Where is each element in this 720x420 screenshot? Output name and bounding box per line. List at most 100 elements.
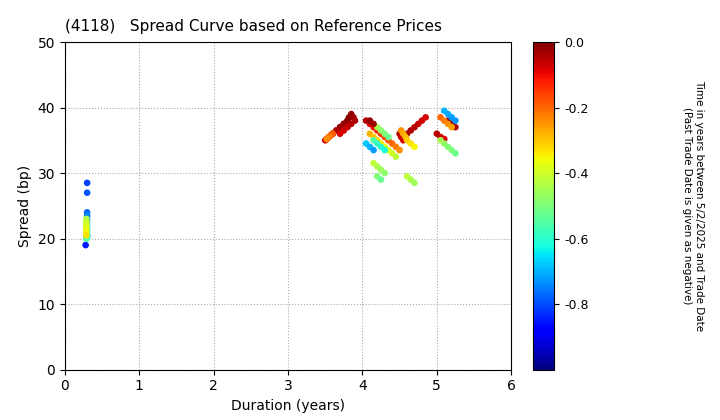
- Point: [400, 134, 411, 140]
- Point: [435, 134, 446, 140]
- Point: [449, 124, 461, 131]
- Point: [349, 117, 361, 124]
- Point: [394, 130, 405, 137]
- Point: [438, 140, 450, 147]
- Point: [446, 124, 457, 131]
- Point: [364, 121, 376, 127]
- Point: [435, 114, 446, 121]
- Point: [346, 111, 357, 118]
- Point: [409, 124, 420, 131]
- Point: [81, 232, 93, 239]
- Point: [81, 179, 93, 186]
- Point: [334, 124, 346, 131]
- Point: [442, 111, 454, 118]
- Point: [446, 114, 457, 121]
- Point: [438, 117, 450, 124]
- Point: [81, 228, 92, 235]
- Point: [405, 140, 416, 147]
- X-axis label: Duration (years): Duration (years): [231, 399, 345, 413]
- Point: [81, 226, 92, 232]
- Point: [81, 235, 92, 242]
- Point: [364, 117, 376, 124]
- Point: [409, 179, 420, 186]
- Point: [81, 232, 93, 239]
- Point: [438, 108, 450, 114]
- Point: [323, 134, 335, 140]
- Point: [327, 130, 338, 137]
- Point: [401, 130, 413, 137]
- Point: [394, 147, 405, 153]
- Point: [375, 127, 387, 134]
- Point: [375, 140, 387, 147]
- Point: [379, 130, 390, 137]
- Point: [364, 144, 376, 150]
- Point: [368, 147, 379, 153]
- Point: [397, 137, 409, 144]
- Point: [360, 117, 372, 124]
- Point: [413, 121, 424, 127]
- Point: [401, 137, 413, 144]
- Point: [409, 144, 420, 150]
- Text: (4118)   Spread Curve based on Reference Prices: (4118) Spread Curve based on Reference P…: [65, 19, 442, 34]
- Point: [400, 134, 411, 140]
- Point: [334, 130, 346, 137]
- Point: [401, 173, 413, 180]
- Point: [325, 132, 337, 139]
- Point: [343, 114, 355, 121]
- Point: [364, 130, 376, 137]
- Point: [81, 232, 92, 239]
- Point: [446, 121, 457, 127]
- Point: [375, 130, 387, 137]
- Point: [431, 130, 443, 137]
- Point: [325, 132, 337, 139]
- Point: [449, 150, 461, 157]
- Point: [81, 226, 93, 232]
- Point: [81, 222, 92, 229]
- Point: [379, 170, 390, 176]
- Point: [81, 219, 93, 226]
- Point: [449, 117, 461, 124]
- Point: [442, 117, 454, 124]
- Point: [435, 137, 446, 144]
- Point: [372, 137, 383, 144]
- Point: [81, 234, 93, 241]
- Point: [387, 140, 398, 147]
- Point: [375, 176, 387, 183]
- Point: [338, 121, 350, 127]
- Point: [390, 153, 402, 160]
- Point: [438, 136, 450, 142]
- Point: [395, 127, 407, 134]
- Point: [446, 147, 457, 153]
- Point: [368, 134, 379, 140]
- Y-axis label: Spread (bp): Spread (bp): [18, 165, 32, 247]
- Point: [323, 134, 335, 140]
- Point: [395, 134, 407, 140]
- Point: [80, 242, 91, 249]
- Point: [338, 121, 350, 127]
- Point: [81, 209, 93, 216]
- Point: [368, 137, 379, 144]
- Point: [383, 147, 395, 153]
- Point: [368, 121, 379, 127]
- Point: [368, 160, 379, 167]
- Point: [372, 127, 383, 134]
- Point: [81, 189, 93, 196]
- Point: [81, 222, 92, 229]
- Point: [81, 219, 92, 226]
- Point: [81, 228, 92, 235]
- Point: [383, 134, 395, 140]
- Point: [360, 140, 372, 147]
- Point: [321, 136, 333, 142]
- Point: [372, 124, 383, 131]
- Point: [81, 215, 92, 222]
- Point: [390, 144, 402, 150]
- Point: [372, 173, 383, 180]
- Point: [330, 127, 342, 134]
- Point: [375, 166, 387, 173]
- Point: [346, 121, 357, 127]
- Point: [323, 134, 335, 140]
- Point: [327, 130, 338, 137]
- Point: [342, 117, 354, 124]
- Point: [348, 114, 359, 121]
- Point: [375, 144, 387, 150]
